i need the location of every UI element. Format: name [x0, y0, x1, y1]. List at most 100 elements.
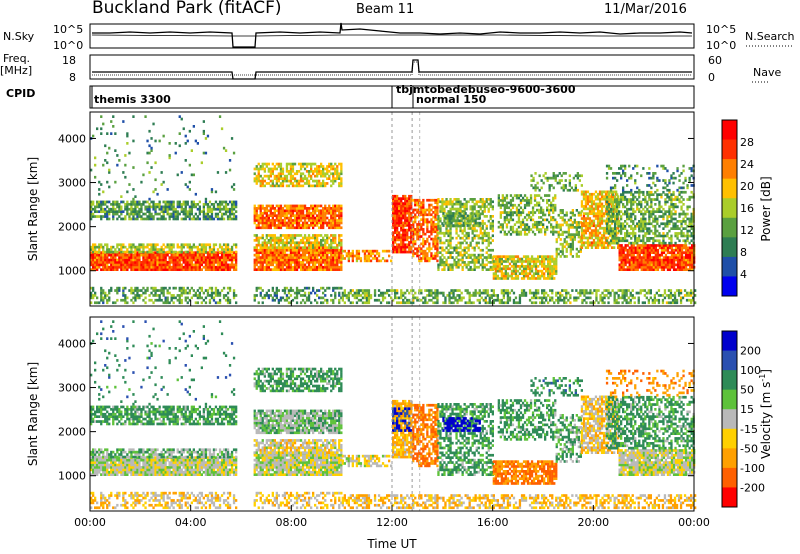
power-cell	[162, 268, 165, 271]
power-cell	[447, 202, 450, 206]
power-cell	[156, 265, 159, 269]
power-cell	[287, 253, 291, 257]
power-cell	[453, 248, 456, 252]
power-cell	[434, 244, 437, 248]
power-cell	[281, 251, 285, 254]
power-cell	[220, 256, 224, 259]
power-cell	[303, 246, 307, 249]
power-cell	[307, 211, 311, 215]
power-cell	[359, 259, 363, 263]
power-cell	[140, 250, 143, 254]
power-cell	[297, 258, 301, 262]
power-cell	[340, 248, 343, 252]
power-cell	[184, 159, 187, 162]
power-cell	[547, 265, 550, 268]
power-cell	[412, 244, 415, 248]
power-cell	[228, 207, 232, 211]
power-cell	[594, 195, 598, 198]
power-cell	[255, 174, 258, 178]
power-cell	[600, 209, 604, 213]
power-cell	[152, 265, 155, 269]
power-cell	[190, 265, 193, 269]
power-cell	[235, 261, 238, 264]
power-cell	[275, 248, 278, 252]
power-cell	[507, 218, 511, 222]
power-cell	[561, 242, 564, 246]
power-cell	[318, 234, 321, 237]
power-cell	[580, 241, 584, 245]
power-cell	[533, 196, 537, 200]
power-cell	[299, 268, 303, 271]
power-cell	[293, 221, 297, 225]
power-cell	[559, 255, 562, 258]
power-cell	[445, 198, 448, 201]
power-cell	[192, 256, 195, 259]
power-cell	[281, 177, 285, 180]
power-cell	[546, 206, 549, 210]
power-cell	[530, 277, 534, 280]
power-cell	[166, 205, 169, 209]
power-cell	[140, 210, 143, 213]
power-cell	[178, 268, 181, 271]
power-cell	[138, 294, 141, 297]
power-cell	[150, 149, 153, 152]
power-cell	[90, 207, 93, 211]
power-cell	[154, 139, 157, 143]
power-cell	[422, 198, 425, 202]
power-cell	[174, 265, 177, 269]
power-cell	[330, 209, 333, 213]
power-cell	[477, 246, 480, 250]
power-cell	[212, 253, 216, 257]
power-cell	[453, 202, 456, 206]
power-cell	[416, 235, 419, 238]
power-cell	[505, 213, 509, 217]
power-cell	[408, 202, 411, 206]
power-cell	[271, 236, 274, 240]
power-cell	[210, 286, 214, 290]
power-cell	[559, 250, 562, 253]
power-cell	[144, 256, 147, 259]
power-cell	[281, 243, 285, 247]
power-cell	[297, 256, 301, 259]
power-cell	[467, 200, 470, 204]
power-cell	[136, 286, 139, 290]
power-cell	[504, 269, 507, 273]
power-cell	[168, 248, 171, 251]
power-cell	[441, 241, 444, 245]
power-cell	[538, 188, 541, 192]
power-cell	[314, 241, 317, 245]
power-cell	[196, 245, 199, 249]
power-cell	[539, 255, 542, 258]
power-cell	[443, 268, 446, 271]
power-cell	[106, 161, 109, 165]
power-cell	[494, 257, 497, 261]
power-cell	[528, 262, 532, 266]
power-cell	[198, 217, 201, 221]
power-cell	[291, 182, 295, 185]
power-cell	[186, 253, 189, 257]
power-cell	[453, 261, 456, 264]
power-cell	[432, 257, 435, 260]
power-cell	[297, 204, 301, 208]
power-cell	[293, 265, 297, 269]
power-cell	[316, 219, 319, 222]
power-cell	[124, 245, 127, 249]
power-cell	[383, 249, 387, 253]
power-cell	[530, 260, 534, 263]
power-cell	[188, 291, 191, 295]
power-cell	[561, 209, 564, 212]
power-cell	[504, 267, 507, 271]
power-cell	[285, 224, 289, 227]
power-cell	[320, 251, 323, 254]
power-cell	[275, 182, 278, 185]
power-cell	[295, 234, 299, 237]
power-cell	[150, 265, 153, 269]
power-cell	[481, 198, 484, 201]
power-cell	[505, 203, 509, 207]
power-cell	[505, 201, 509, 205]
power-cell	[222, 261, 226, 264]
power-cell	[118, 289, 121, 292]
power-cell	[156, 212, 159, 216]
power-cell	[222, 268, 226, 271]
power-cell	[539, 274, 542, 278]
